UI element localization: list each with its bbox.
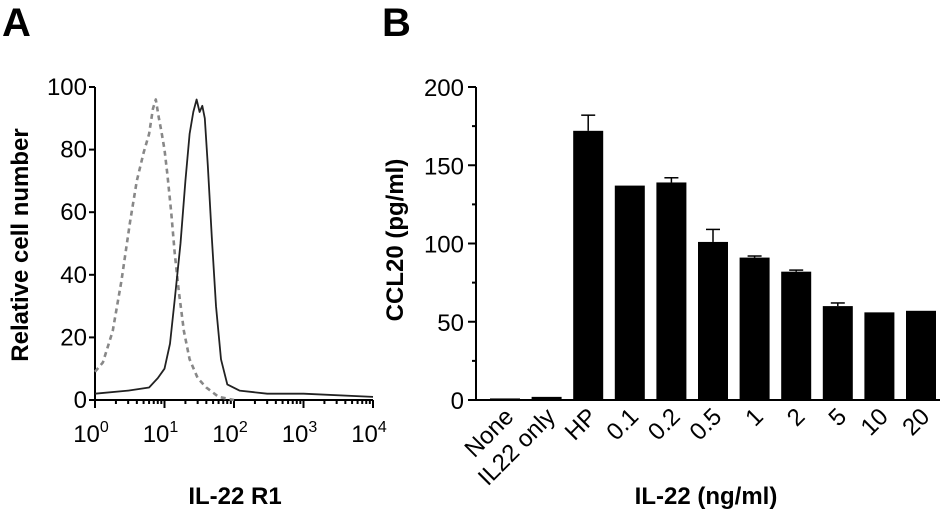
histogram-y-tick-label: 20	[60, 324, 87, 351]
panel-label-b: B	[382, 1, 411, 45]
histogram-series	[94, 98, 374, 402]
bar	[490, 398, 520, 400]
tick-base: 10	[143, 421, 170, 448]
bar-chart-x-axis-title: IL-22 (ng/ml)	[635, 483, 778, 510]
histogram-axes	[94, 87, 373, 401]
histogram-y-tick-label: 0	[74, 387, 87, 414]
tick-exponent: 4	[378, 419, 387, 436]
bar-chart-x-tick-label: 0.2	[643, 403, 686, 446]
tick-exponent: 3	[308, 419, 317, 436]
bar-chart-x-tick-label: 20	[897, 403, 935, 441]
tick-exponent: 0	[100, 419, 109, 436]
bar-chart-y-tick-label: 50	[437, 310, 464, 337]
histogram-y-tick-label: 60	[60, 199, 87, 226]
tick-base: 10	[282, 421, 309, 448]
bar-chart-y-ticks: 0 50 100 150 200	[424, 75, 476, 415]
bar	[698, 241, 728, 400]
bar	[614, 185, 645, 400]
bar-chart-bars	[490, 114, 936, 400]
histogram-y-tick-label: 80	[60, 137, 87, 164]
histogram-x-ticks: 100 101 102 103 104	[73, 400, 387, 448]
tick-base: 10	[73, 421, 100, 448]
histogram-y-tick-label: 40	[60, 262, 87, 289]
histogram-y-axis-title: Relative cell number	[7, 128, 34, 361]
histogram-y-ticks: 0 20 40 60 80 100	[47, 74, 95, 414]
histogram-x-tick-label: 103	[282, 419, 318, 448]
tick-base: 10	[351, 421, 378, 448]
histogram-x-tick-label: 104	[351, 419, 387, 448]
bar-chart-x-tick-label: 10	[856, 403, 894, 441]
bar-chart-y-tick-label: 0	[451, 388, 464, 415]
histogram-x-tick-label: 102	[212, 419, 248, 448]
bar-chart-x-tick-label: 2	[782, 403, 811, 432]
histogram-x-tick-label: 101	[143, 419, 179, 448]
panel-label-a: A	[2, 1, 31, 45]
histogram-series-isotype-line	[94, 98, 235, 402]
histogram-x-axis-title: IL-22 R1	[188, 483, 281, 510]
bar-chart-x-tick-label: 0.5	[685, 403, 728, 446]
histogram-series-il22r1-line	[94, 98, 374, 398]
bar-chart-y-tick-label: 200	[424, 75, 464, 102]
tick-exponent: 2	[239, 419, 248, 436]
bar	[864, 312, 895, 400]
tick-base: 10	[212, 421, 239, 448]
bar-chart-y-tick-label: 100	[424, 232, 464, 259]
tick-exponent: 1	[169, 419, 178, 436]
bar-chart-y-tick-label: 150	[424, 153, 464, 180]
bar	[531, 396, 562, 400]
bar-chart-x-tick-label: HP	[560, 403, 603, 446]
bar	[656, 182, 687, 400]
bar-chart-y-axis-title: CCL20 (pg/ml)	[382, 159, 409, 322]
bar	[781, 271, 812, 400]
bar	[822, 306, 853, 400]
histogram-y-tick-label: 100	[47, 74, 87, 101]
bar-chart-x-tick-label: 0.1	[601, 403, 644, 446]
bar-chart-x-tick-label: 1	[740, 403, 769, 432]
bar-chart-x-tick-label: 5	[824, 403, 853, 432]
bar	[573, 130, 604, 400]
histogram-x-tick-label: 100	[73, 419, 109, 448]
bar	[906, 310, 936, 400]
bar	[739, 257, 770, 400]
